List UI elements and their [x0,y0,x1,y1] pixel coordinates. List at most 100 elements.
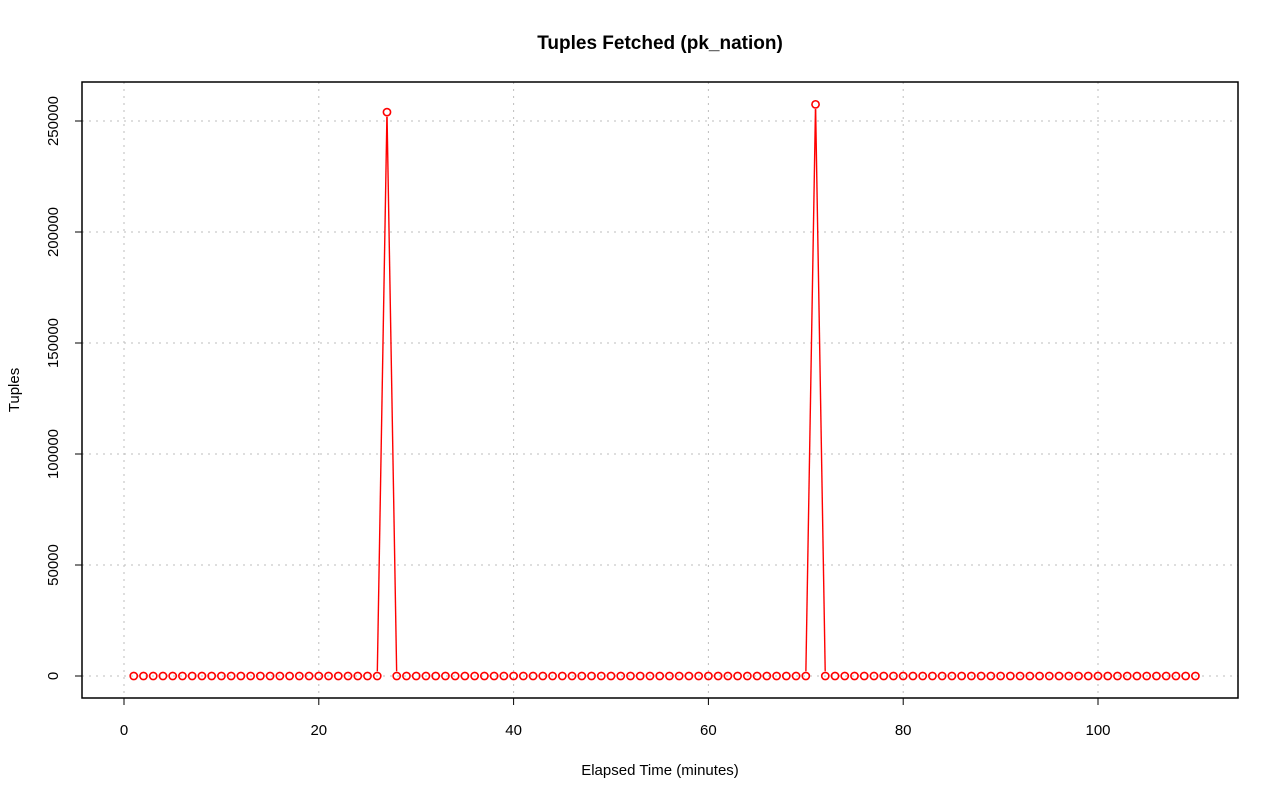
data-point [840,671,850,681]
data-point [1103,671,1113,681]
data-point [382,107,392,117]
data-point [528,671,538,681]
data-point [324,671,333,681]
data-point [557,671,567,681]
y-tick-label: 0 [45,672,62,680]
data-point [1161,671,1171,681]
data-point [928,671,937,681]
data-point [1152,671,1161,681]
x-axis-label: Elapsed Time (minutes) [581,762,739,779]
data-point [898,671,908,681]
data-point [421,671,431,681]
x-tick-label: 0 [120,722,128,739]
data-point [450,671,460,681]
y-tick-label: 50000 [45,544,62,586]
data-point [197,671,207,681]
x-axis: 0 20 40 60 80 100 [120,697,1111,739]
data-point [479,671,489,681]
data-point [460,671,470,681]
data-point [879,671,889,681]
data-point [635,671,645,681]
data-point [1142,671,1152,681]
series-line-segment [805,109,817,672]
data-point [538,671,548,681]
data-point [781,671,791,681]
data-point [733,671,743,681]
data-point [752,671,762,681]
data-point [1181,671,1191,681]
data-point [694,671,704,681]
data-point [246,671,256,681]
data-point [207,671,217,681]
data-point [518,671,528,681]
x-tick-label: 80 [895,722,912,739]
data-point [548,671,557,681]
series-line-segment [386,116,398,672]
data-point [1005,671,1015,681]
data-point [275,671,285,681]
data-point [626,671,635,681]
data-point [178,671,187,681]
data-point [918,671,928,681]
data-point [470,671,480,681]
data-point [1113,671,1122,681]
data-point [850,671,859,681]
data-point [674,671,684,681]
y-tick-label: 100000 [45,429,62,479]
data-point [509,671,518,681]
chart-title: Tuples Fetched (pk_nation) [537,33,783,54]
data-point [216,671,226,681]
data-point [577,671,587,681]
plot-frame [81,81,1239,699]
data-point [606,671,616,681]
y-tick-label: 250000 [45,96,62,146]
data-point [333,671,343,681]
series-line-segment [376,116,388,672]
data-point [772,671,781,681]
series-line-segment [814,109,826,672]
data-point [1015,671,1025,681]
data-point [986,671,996,681]
data-point [811,99,820,109]
data-point [1025,671,1035,681]
data-point [1171,671,1181,681]
data-point [596,671,606,681]
data-point [801,671,811,681]
x-tick-label: 60 [700,722,717,739]
data-point [869,671,879,681]
data-point [908,671,918,681]
data-point [713,671,723,681]
data-point [1093,671,1103,681]
data-point [996,671,1005,681]
data-point [353,671,363,681]
data-point [255,671,265,681]
data-point [616,671,626,681]
x-tick-label: 100 [1085,722,1110,739]
data-point [859,671,869,681]
data-point [499,671,509,681]
data-point [684,671,694,681]
data-point [343,671,353,681]
x-tick-label: 40 [505,722,522,739]
data-point [723,671,733,681]
data-point [187,671,197,681]
data-point [372,671,382,681]
data-point [1064,671,1074,681]
data-point [1083,671,1093,681]
data-point [762,671,772,681]
data-point [1132,671,1142,681]
data-point [937,671,947,681]
series-tuples [129,99,1200,681]
data-point [966,671,976,681]
x-tick-label: 20 [310,722,327,739]
data-point [820,671,830,681]
data-point [947,671,957,681]
data-point [139,671,148,681]
data-point [791,671,801,681]
data-point [168,671,178,681]
data-point [226,671,236,681]
data-point [655,671,665,681]
data-point [411,671,421,681]
data-point [236,671,246,681]
data-point [957,671,967,681]
